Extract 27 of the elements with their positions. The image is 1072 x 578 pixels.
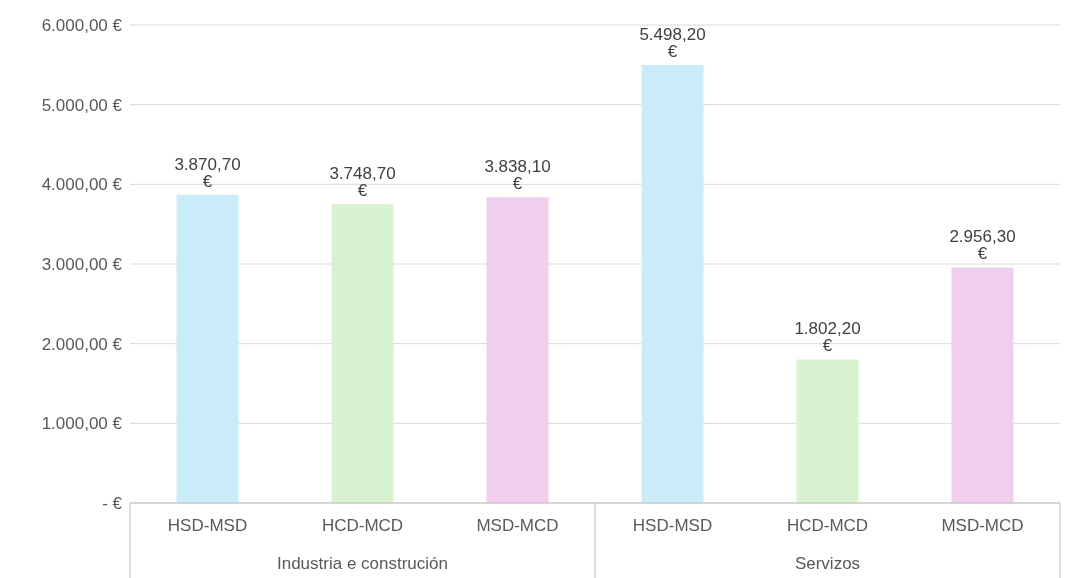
x-tick-label: HCD-MCD (321, 516, 404, 535)
data-label: 1.802,20 € (794, 319, 861, 356)
bar (796, 359, 859, 503)
bar (951, 267, 1014, 503)
y-tick-label: 5.000,00 € (41, 95, 123, 115)
x-tick-label: MSD-MCD (941, 516, 1024, 535)
text: Servizos (794, 554, 861, 573)
y-tick-label: 4.000,00 € (41, 175, 123, 195)
bar (331, 204, 394, 503)
bar (486, 197, 549, 503)
data-label: 2.956,30 € (949, 227, 1016, 264)
data-label: 3.748,70 € (329, 164, 396, 201)
y-tick-label: 3.000,00 € (41, 255, 123, 274)
data-label: 3.870,70 € (174, 154, 241, 191)
y-tick-label: 1.000,00 € (41, 414, 123, 434)
y-tick-label: - € (102, 494, 123, 513)
data-label: 3.838,10 € (484, 157, 551, 194)
y-tick-label: 2.000,00 € (41, 334, 123, 354)
x-tick-label: HCD-MCD (786, 516, 869, 535)
x-tick-label: HSD-MSD (632, 516, 713, 535)
x-tick-label: MSD-MCD (476, 516, 559, 535)
data-label: 5.498,20 € (639, 24, 706, 61)
y-tick-label: 6.000,00 € (41, 16, 123, 35)
bar (641, 64, 704, 503)
x-tick-label: HSD-MSD (167, 516, 248, 535)
bar (176, 194, 239, 503)
text: Industria e construción (276, 554, 449, 573)
